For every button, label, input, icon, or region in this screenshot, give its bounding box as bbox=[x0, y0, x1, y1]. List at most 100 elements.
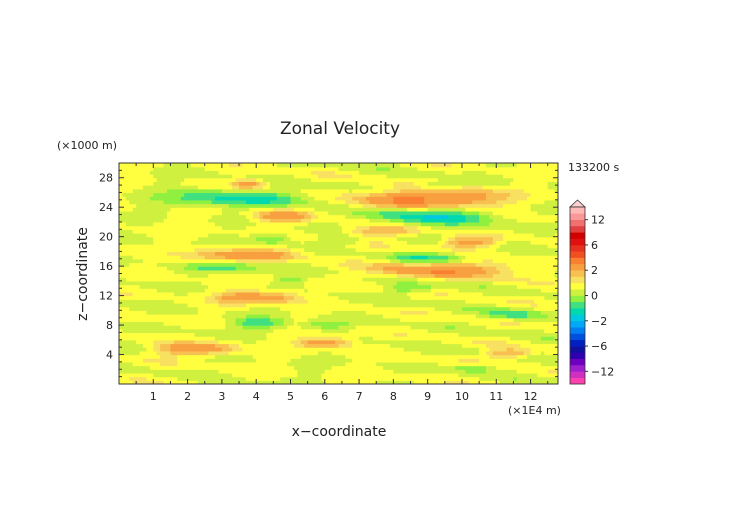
field-cell bbox=[331, 280, 336, 286]
field-cell bbox=[544, 365, 549, 370]
field-cell bbox=[197, 288, 202, 293]
field-cell bbox=[245, 247, 250, 252]
field-cell bbox=[307, 288, 312, 293]
field-cell bbox=[427, 306, 432, 311]
field-cell bbox=[331, 354, 336, 359]
field-cell bbox=[245, 291, 250, 297]
field-cell bbox=[523, 284, 528, 289]
field-cell bbox=[492, 262, 497, 267]
field-cell bbox=[290, 240, 295, 245]
field-cell bbox=[321, 350, 326, 356]
field-cell bbox=[345, 291, 350, 297]
field-cell bbox=[503, 244, 508, 249]
field-cell bbox=[485, 336, 491, 341]
field-cell bbox=[218, 247, 223, 252]
field-cell bbox=[345, 240, 350, 245]
field-cell bbox=[547, 339, 552, 345]
field-cell bbox=[276, 299, 281, 304]
field-cell bbox=[194, 295, 199, 300]
field-cell bbox=[317, 269, 322, 275]
field-cell bbox=[143, 310, 148, 315]
field-cell bbox=[160, 361, 165, 367]
field-cell bbox=[156, 336, 161, 341]
field-cell bbox=[283, 328, 288, 334]
field-cell bbox=[441, 258, 446, 264]
field-cell bbox=[307, 284, 312, 289]
field-cell bbox=[379, 317, 384, 322]
field-cell bbox=[427, 372, 432, 378]
field-cell bbox=[506, 365, 511, 370]
field-cell bbox=[304, 299, 309, 304]
field-cell bbox=[431, 369, 436, 374]
field-cell bbox=[359, 339, 364, 345]
field-cell bbox=[338, 284, 343, 289]
field-cell bbox=[393, 269, 398, 275]
field-cell bbox=[287, 354, 292, 359]
field-cell bbox=[431, 365, 436, 370]
field-cell bbox=[170, 354, 175, 359]
field-cell bbox=[201, 258, 206, 264]
field-cell bbox=[437, 354, 442, 359]
field-cell bbox=[533, 328, 539, 334]
field-cell bbox=[427, 343, 432, 348]
field-cell bbox=[177, 354, 182, 359]
field-cell bbox=[513, 258, 518, 264]
field-cell bbox=[314, 291, 319, 297]
field-cell bbox=[386, 314, 391, 319]
field-cell bbox=[215, 247, 220, 252]
field-cell bbox=[235, 369, 240, 374]
field-cell bbox=[362, 361, 367, 367]
field-cell bbox=[496, 302, 501, 308]
field-cell bbox=[420, 347, 425, 352]
field-cell bbox=[167, 336, 172, 341]
field-cell bbox=[163, 302, 168, 308]
field-cell bbox=[269, 336, 274, 341]
field-cell bbox=[362, 295, 367, 300]
field-cell bbox=[407, 343, 412, 348]
field-cell bbox=[362, 325, 367, 330]
field-cell bbox=[365, 255, 370, 260]
field-cell bbox=[352, 240, 357, 245]
field-cell bbox=[173, 321, 178, 326]
field-cell bbox=[146, 347, 151, 352]
field-cell bbox=[235, 325, 240, 330]
field-cell bbox=[427, 295, 432, 300]
field-cell bbox=[215, 288, 220, 293]
field-cell bbox=[359, 258, 364, 264]
field-cell bbox=[215, 358, 220, 363]
field-cell bbox=[317, 288, 322, 293]
field-cell bbox=[434, 258, 439, 264]
field-cell bbox=[386, 299, 391, 304]
field-cell bbox=[321, 255, 326, 260]
field-cell bbox=[359, 262, 364, 267]
field-cell bbox=[365, 277, 370, 282]
field-cell bbox=[482, 284, 487, 289]
field-cell bbox=[448, 280, 453, 286]
field-cell bbox=[335, 247, 340, 252]
field-cell bbox=[249, 380, 254, 384]
field-cell bbox=[136, 295, 141, 300]
field-cell bbox=[273, 244, 278, 249]
field-cell bbox=[153, 299, 158, 304]
field-cell bbox=[256, 336, 261, 341]
field-cell bbox=[475, 350, 480, 356]
field-cell bbox=[256, 299, 261, 304]
field-cell bbox=[359, 247, 364, 252]
field-cell bbox=[194, 339, 199, 345]
field-cell bbox=[359, 284, 364, 289]
field-cell bbox=[232, 291, 237, 297]
field-cell bbox=[228, 328, 233, 334]
field-cell bbox=[362, 306, 367, 311]
field-cell bbox=[348, 306, 353, 311]
field-cell bbox=[139, 354, 144, 359]
field-cell bbox=[314, 361, 319, 367]
field-cell bbox=[321, 288, 326, 293]
field-cell bbox=[331, 343, 336, 348]
field-cell bbox=[283, 269, 288, 275]
field-cell bbox=[273, 240, 278, 245]
field-cell bbox=[173, 358, 178, 363]
field-cell bbox=[479, 262, 484, 267]
field-cell bbox=[365, 266, 370, 271]
field-cell bbox=[317, 376, 322, 381]
field-cell bbox=[191, 258, 196, 264]
